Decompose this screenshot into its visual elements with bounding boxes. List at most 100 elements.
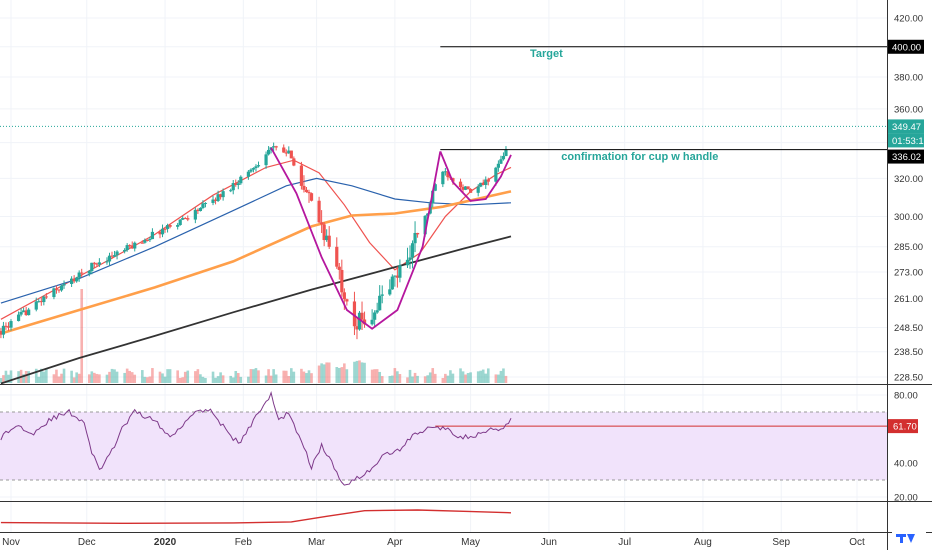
volume-bar	[130, 372, 134, 383]
volume-bar	[133, 374, 137, 383]
candle-body	[160, 228, 165, 235]
candle-body	[44, 296, 48, 298]
volume-bar	[320, 363, 323, 383]
volume-bar	[343, 363, 346, 383]
candle-body	[479, 182, 483, 187]
candle-body	[302, 185, 306, 190]
volume-bar	[302, 371, 306, 383]
volume-bar	[178, 377, 182, 383]
candle-body	[254, 166, 258, 169]
volume-bar	[168, 369, 172, 383]
volume-bar	[317, 365, 321, 383]
candle-body	[92, 262, 96, 264]
time-tick-label: Nov	[2, 537, 20, 548]
volume-bar	[7, 374, 10, 383]
candle-body	[272, 146, 276, 148]
volume-bar	[353, 361, 356, 383]
candle-body	[499, 159, 503, 164]
volume-bar	[411, 376, 414, 383]
candle-body	[0, 331, 3, 335]
volume-bar	[380, 376, 384, 383]
volume-bar	[327, 362, 331, 383]
candle-body	[143, 239, 147, 243]
candle-body	[320, 222, 324, 225]
volume-bar	[194, 371, 197, 383]
volume-bar	[408, 369, 412, 383]
candle-body	[42, 296, 46, 303]
candle-body	[481, 182, 485, 185]
volume-bar	[416, 375, 419, 383]
volume-bar	[305, 373, 308, 383]
volume-bar	[80, 289, 84, 383]
candle-body	[342, 292, 346, 300]
volume-bar	[433, 373, 437, 383]
volume-bar	[267, 369, 270, 383]
volume-bar	[355, 360, 359, 383]
candle-body	[213, 199, 218, 201]
candle-body	[37, 301, 41, 303]
volume-bar	[239, 376, 243, 383]
volume-bar	[27, 371, 30, 383]
candle-body	[9, 321, 13, 328]
time-tick-label: Feb	[235, 537, 253, 548]
volume-bar	[196, 369, 200, 383]
candle-body	[123, 249, 127, 252]
candle-body	[4, 325, 8, 327]
candle-body	[148, 239, 152, 241]
candle-body	[193, 209, 197, 220]
volume-bar	[284, 370, 288, 383]
candle-body	[39, 301, 43, 303]
candle-body	[458, 181, 463, 188]
candle-body	[80, 272, 84, 274]
volume-bar	[282, 370, 286, 383]
candle-body	[163, 228, 167, 230]
candle-body	[405, 259, 410, 266]
candle-body	[362, 319, 367, 325]
candle-body	[239, 176, 243, 184]
volume-bar	[60, 373, 63, 383]
candle-body	[216, 194, 220, 201]
volume-bar	[431, 368, 435, 383]
candle-body	[34, 301, 38, 310]
volume-bar	[234, 370, 238, 383]
candle-body	[181, 218, 185, 220]
time-tick-label: Jul	[618, 537, 631, 548]
candle-body	[373, 312, 377, 320]
volume-bar	[161, 373, 164, 383]
candle-body	[370, 319, 374, 325]
target-price-tag-box	[888, 39, 924, 54]
candle-body	[221, 191, 225, 198]
candle-body	[307, 192, 311, 194]
candle-body	[287, 150, 291, 154]
tradingview-logo	[892, 530, 926, 546]
volume-bar	[476, 371, 480, 383]
moving-average-50	[0, 177, 512, 304]
candle-body	[360, 312, 364, 320]
handle-pattern-line	[439, 151, 512, 202]
candle-body	[264, 154, 268, 166]
last-price-tag: 349.47	[888, 119, 924, 134]
candle-body	[431, 190, 435, 204]
candle-body	[393, 275, 397, 277]
candle-body	[72, 278, 76, 282]
volume-bar	[72, 377, 76, 383]
volume-bar	[57, 376, 61, 383]
price-tick-label: 380.00	[894, 73, 923, 84]
countdown-tag-text: 01:53:15	[892, 136, 929, 147]
candle-body	[469, 188, 473, 193]
time-tick-label: Oct	[849, 537, 865, 548]
candle-body	[476, 186, 480, 193]
volume-bar	[55, 369, 58, 383]
candle-body	[413, 232, 417, 244]
time-tick-label: Dec	[78, 537, 96, 548]
volume-bar	[249, 369, 253, 383]
candle-body	[105, 261, 109, 263]
time-tick-label: May	[461, 537, 480, 548]
volume-bar	[461, 371, 465, 383]
candle-body	[110, 255, 114, 257]
candle-body	[398, 265, 402, 278]
candle-body	[274, 146, 278, 148]
volume-bar	[70, 370, 73, 383]
volume-bar	[34, 368, 38, 383]
